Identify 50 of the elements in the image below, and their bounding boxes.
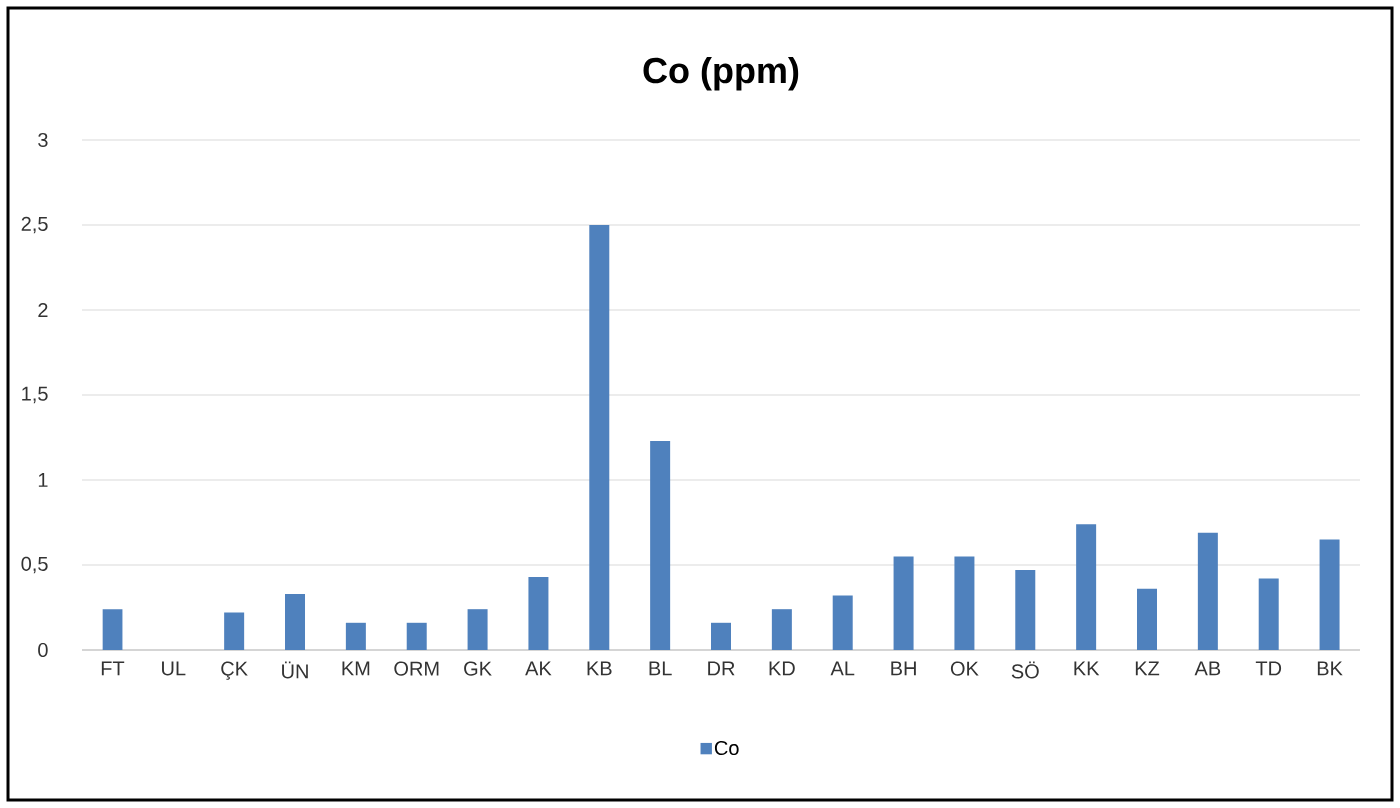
bar [711,622,731,650]
x-tick-label: ÜN [282,661,308,679]
y-tick-label: 1,5 [22,386,48,404]
x-tick-label: OK [950,661,979,676]
x-tick-label: AB [1194,661,1221,676]
bar [102,609,123,650]
y-tick-label: 0,5 [21,556,48,574]
bar [771,609,792,650]
x-tick-label: ÇK [221,661,248,680]
x-tick-label: KZ [1135,661,1160,676]
bar [1258,578,1279,650]
x-tick-label: AL [830,661,855,676]
bar [589,224,610,650]
x-tick-label: BK [1317,661,1343,676]
x-tick-label: UL [162,661,186,676]
y-tick-label: 1 [38,473,48,487]
x-tick-label: KD [769,661,795,676]
bar [224,612,245,650]
bar [285,593,306,650]
x-tick-label: DR [708,661,735,676]
x-tick-label: BH [891,661,916,676]
legend-label: Co [714,740,739,756]
x-tick-label: GK [464,661,492,676]
x-tick-label: ORM [394,661,439,676]
y-tick-label: 2,5 [21,216,48,234]
x-tick-label: KM [342,661,370,676]
bar [832,595,853,650]
bar [1137,588,1157,650]
bar [1197,532,1218,650]
chart-title: Co (ppm) [643,56,799,91]
bar [345,622,366,650]
bar [406,622,427,650]
y-tick-label: 2 [38,303,48,317]
bar [1015,570,1036,650]
x-tick-label: BL [649,661,672,676]
x-tick-label: AK [525,661,552,676]
x-tick-label: KK [1074,661,1100,676]
bar [893,556,914,650]
bar [528,576,549,650]
y-tick-label: 3 [38,132,48,148]
x-tick-label: FT [101,661,125,676]
x-tick-label: KB [587,661,612,676]
x-tick-label: TD [1255,661,1282,676]
bar [954,556,975,650]
bar [1076,524,1097,650]
x-tick-label: SÖ [1011,661,1039,679]
bar [1319,539,1340,650]
bar [650,440,671,650]
y-tick-label: 0 [38,642,48,658]
bar [467,609,488,650]
